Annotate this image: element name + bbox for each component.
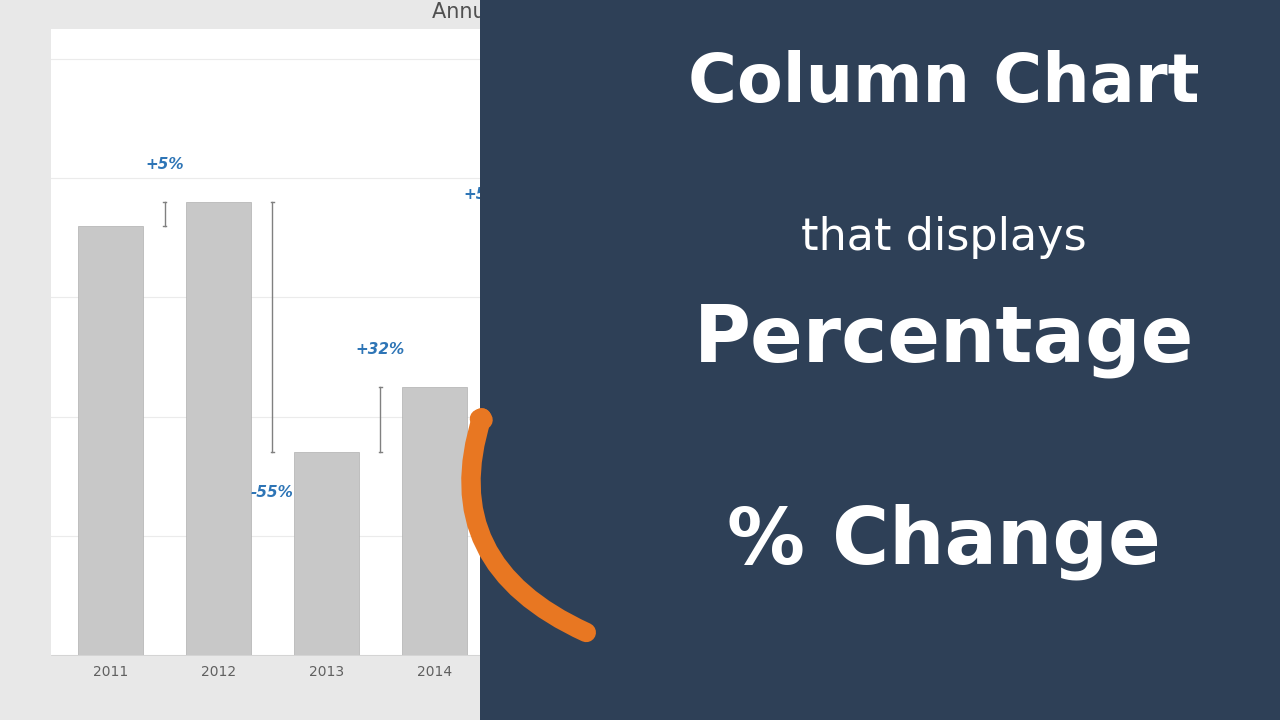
Text: -55%: -55% (251, 485, 294, 500)
Bar (186, 202, 251, 655)
Text: % Change: % Change (727, 504, 1161, 580)
Text: Percentage: Percentage (694, 302, 1194, 379)
Text: +32%: +32% (356, 342, 404, 357)
Text: that displays: that displays (801, 216, 1087, 259)
Text: Column Chart: Column Chart (689, 50, 1199, 117)
Text: +5%: +5% (145, 157, 184, 172)
Bar (294, 452, 358, 655)
Bar (78, 225, 143, 655)
Text: +57%: +57% (463, 186, 513, 202)
Text: Annual Revenue: Annual Revenue (431, 1, 602, 22)
Bar (509, 232, 575, 655)
Bar (402, 387, 467, 655)
